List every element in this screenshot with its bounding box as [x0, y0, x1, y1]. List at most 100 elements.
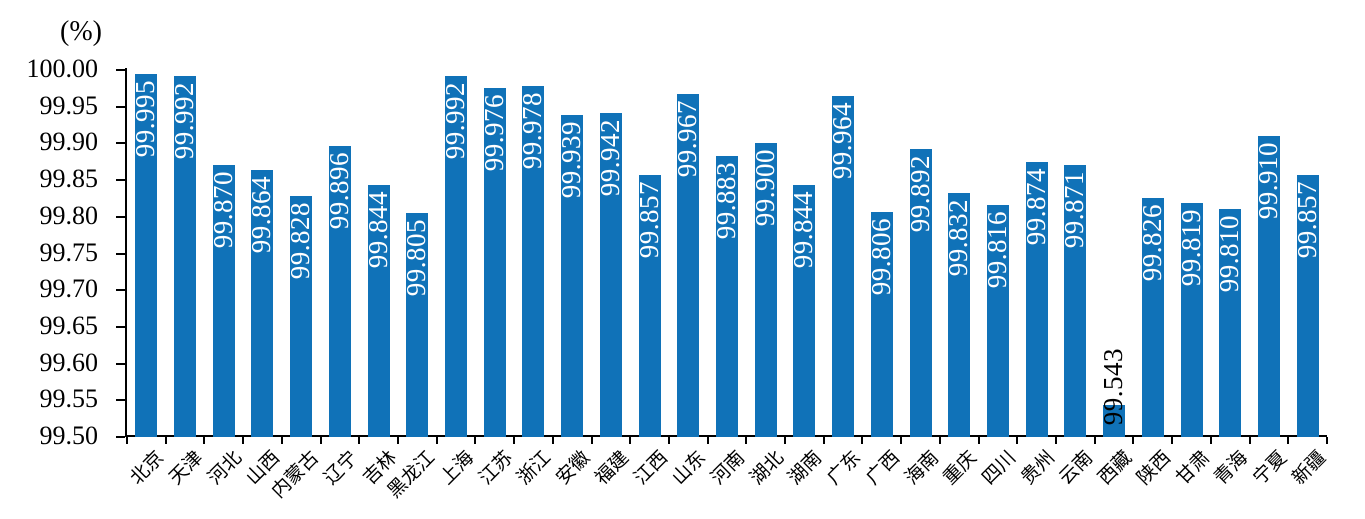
x-axis-tick: [977, 437, 980, 444]
bar-value-label-内蒙古: 99.828: [285, 202, 316, 280]
bar-四川: [986, 205, 1009, 437]
x-axis-tick: [1132, 437, 1135, 444]
bar-青海: [1219, 209, 1242, 437]
bar-value-label-河南: 99.883: [711, 161, 741, 240]
bar-value-label-广西: 99.806: [865, 218, 896, 296]
bar-广西: [870, 212, 893, 437]
x-axis-tick: [551, 437, 554, 444]
x-axis-tick: [319, 437, 322, 444]
bar-value-label-吉林: 99.844: [362, 190, 393, 268]
bar-浙江: [522, 86, 545, 437]
y-axis-tick-label: 99.90: [39, 127, 99, 157]
bar-云南: [1064, 164, 1087, 437]
x-axis-tick: [667, 437, 670, 444]
y-axis-tick: [116, 252, 125, 255]
bar-value-label-福建: 99.942: [594, 118, 625, 196]
bar-value-label-湖南: 99.844: [788, 190, 819, 268]
y-axis-tick-label: 99.85: [39, 164, 99, 194]
bar-西藏: [1103, 405, 1126, 437]
x-axis-tick: [745, 437, 748, 444]
x-axis-tick: [1209, 437, 1212, 444]
bar-山东: [677, 94, 700, 437]
bar-value-label-湖北: 99.900: [749, 149, 780, 227]
bar-value-label-黑龙江: 99.805: [401, 219, 432, 297]
x-axis-tick: [1326, 437, 1328, 444]
y-axis-tick: [116, 399, 125, 402]
y-axis-tick: [116, 289, 125, 292]
y-axis-tick: [116, 436, 125, 438]
bar-陕西: [1141, 197, 1164, 437]
bar-河北: [212, 165, 235, 437]
bar-value-label-山西: 99.864: [246, 175, 277, 254]
bar-重庆: [948, 193, 971, 437]
bar-宁夏: [1257, 136, 1280, 437]
bar-甘肃: [1180, 202, 1203, 437]
x-axis-tick: [590, 437, 593, 444]
y-axis-tick-label: 99.75: [39, 237, 99, 267]
x-axis-tick: [900, 437, 903, 444]
y-axis-tick: [116, 325, 125, 328]
bar-value-label-上海: 99.992: [440, 81, 471, 160]
x-axis-tick: [126, 437, 128, 444]
bar-黑龙江: [406, 213, 429, 437]
bar-value-label-甘肃: 99.819: [1175, 208, 1206, 287]
y-axis-tick: [116, 215, 125, 218]
bar-value-label-辽宁: 99.896: [323, 152, 354, 230]
y-axis-tick-label: 99.70: [39, 274, 99, 304]
bar-福建: [599, 112, 622, 437]
bar-value-label-贵州: 99.874: [1020, 168, 1051, 246]
bar-辽宁: [328, 146, 351, 437]
x-axis-tick: [1248, 437, 1251, 444]
x-axis-tick: [164, 437, 167, 444]
bar-贵州: [1025, 162, 1048, 437]
x-axis-tick: [861, 437, 864, 444]
bar-value-label-天津: 99.992: [169, 81, 200, 160]
bar-江苏: [483, 87, 506, 437]
bar-广东: [832, 96, 855, 437]
x-axis-tick: [1016, 437, 1019, 444]
bar-value-label-四川: 99.816: [981, 211, 1012, 289]
x-axis-tick: [435, 437, 438, 444]
bar-value-label-青海: 99.810: [1214, 215, 1245, 293]
bar-value-label-浙江: 99.978: [517, 92, 548, 170]
bar-value-label-云南: 99.871: [1059, 170, 1090, 248]
bar-value-label-海南: 99.892: [904, 155, 935, 233]
y-axis-tick: [116, 69, 125, 71]
x-axis-tick: [1055, 437, 1058, 444]
y-axis-tick-label: 99.60: [39, 347, 99, 377]
bar-value-label-广东: 99.964: [827, 102, 858, 180]
bar-湖北: [754, 143, 777, 437]
y-axis-tick: [116, 142, 125, 145]
x-axis-tick: [513, 437, 516, 444]
x-axis-tick: [1171, 437, 1174, 444]
y-axis-tick: [116, 179, 125, 182]
x-axis-tick: [203, 437, 206, 444]
bar-海南: [909, 149, 932, 437]
bar-value-label-陕西: 99.826: [1136, 203, 1167, 281]
bar-value-label-江西: 99.857: [633, 180, 664, 259]
y-axis-tick: [116, 105, 125, 108]
y-axis-tick-label: 99.65: [39, 310, 99, 340]
x-axis-tick: [706, 437, 709, 444]
y-axis-tick-label: 99.55: [39, 384, 99, 414]
x-axis-tick: [280, 437, 283, 444]
x-axis-tick: [822, 437, 825, 444]
bar-北京: [135, 73, 158, 437]
bar-value-label-新疆: 99.857: [1291, 180, 1322, 259]
y-axis-line: [125, 68, 127, 437]
bar-value-label-安徽: 99.939: [556, 120, 587, 199]
x-axis-tick: [784, 437, 787, 444]
bar-山西: [251, 169, 274, 437]
bar-value-label-江苏: 99.976: [478, 93, 509, 171]
bar-湖南: [793, 184, 816, 437]
x-axis-tick: [474, 437, 477, 444]
bar-江西: [638, 174, 661, 437]
y-axis-tick: [116, 362, 125, 365]
y-axis-unit-label: (%): [60, 16, 102, 47]
x-axis-tick: [396, 437, 399, 444]
bar-内蒙古: [290, 196, 313, 437]
bar-安徽: [561, 114, 584, 437]
x-axis-tick: [938, 437, 941, 444]
y-axis-tick-label: 99.80: [39, 200, 99, 230]
bar-value-label-北京: 99.995: [130, 79, 161, 157]
